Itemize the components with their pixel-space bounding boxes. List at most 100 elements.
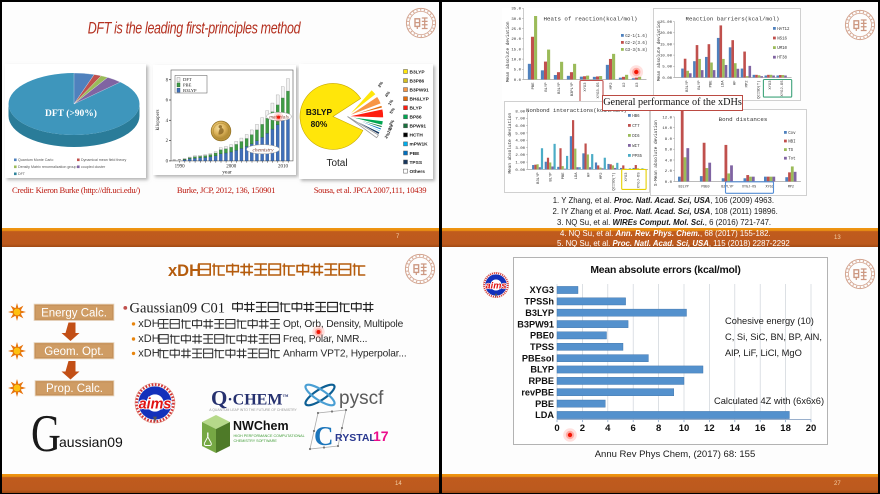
- svg-text:B3PW91: B3PW91: [517, 319, 554, 329]
- svg-text:XYG3: XYG3: [584, 82, 588, 92]
- svg-text:Quantum Monte Carlo: Quantum Monte Carlo: [18, 158, 53, 162]
- svg-text:MP2: MP2: [600, 172, 604, 180]
- svg-text:5%: 5%: [388, 107, 396, 115]
- svg-text:6.00: 6.00: [515, 125, 525, 129]
- svg-text:3.00: 3.00: [515, 147, 525, 151]
- svg-text:aims: aims: [486, 281, 507, 291]
- svg-text:DFT: DFT: [183, 77, 192, 82]
- svg-text:B3PLYP: B3PLYP: [571, 82, 575, 96]
- svg-text:BLYP: BLYP: [530, 365, 554, 375]
- svg-text:6: 6: [631, 423, 636, 434]
- svg-text:B3LYP: B3LYP: [679, 186, 689, 190]
- svg-text:HF: HF: [734, 80, 738, 85]
- svg-text:2.0: 2.0: [665, 170, 673, 174]
- svg-text:B3LYP: B3LYP: [686, 80, 690, 92]
- svg-text:mPW1K: mPW1K: [410, 142, 429, 148]
- svg-text:Bond distances: Bond distances: [719, 116, 768, 123]
- svg-text:xDH: xDH: [168, 262, 201, 280]
- svg-text:G2-1(1.6): G2-1(1.6): [625, 34, 647, 39]
- svg-text:HIGH PERFORMANCE COMPUTATIONAL: HIGH PERFORMANCE COMPUTATIONAL: [234, 434, 305, 438]
- svg-text:PBEsol: PBEsol: [522, 353, 554, 363]
- svg-text:30.0: 30.0: [511, 18, 521, 22]
- svg-text:4.00: 4.00: [515, 140, 525, 144]
- svg-text:0.0: 0.0: [665, 181, 673, 185]
- svg-text:BPW91: BPW91: [410, 124, 427, 130]
- svg-text:8.00: 8.00: [515, 110, 525, 114]
- svg-text:1.00: 1.00: [515, 162, 525, 166]
- svg-text:XYGJ-OS: XYGJ-OS: [638, 172, 642, 189]
- svg-text:HCTH: HCTH: [410, 133, 424, 139]
- svg-text:1%: 1%: [387, 98, 395, 106]
- svg-text:XYG3: XYG3: [769, 80, 773, 90]
- svg-text:NWChem: NWChem: [233, 419, 289, 433]
- svg-text:6.0: 6.0: [665, 149, 673, 153]
- svg-text:G: G: [31, 405, 61, 463]
- svg-text:PBE: PBE: [532, 82, 536, 90]
- svg-text:PBE: PBE: [535, 399, 554, 409]
- svg-text:0: 0: [166, 160, 169, 165]
- svg-text:Mean absolute deviation: Mean absolute deviation: [657, 20, 662, 81]
- svg-text:4%: 4%: [384, 90, 392, 98]
- svg-text:B3LYP: B3LYP: [183, 88, 197, 93]
- svg-text:BLYP: BLYP: [698, 80, 702, 90]
- svg-text:20.0: 20.0: [511, 38, 521, 42]
- svg-text:MP2: MP2: [788, 186, 794, 190]
- svg-text:4: 4: [166, 119, 169, 124]
- svg-text:HF: HF: [587, 172, 591, 177]
- svg-text:PBE: PBE: [710, 80, 714, 88]
- svg-text:6: 6: [166, 99, 169, 104]
- svg-text:B3PW91: B3PW91: [410, 87, 430, 93]
- svg-text:Tot: Tot: [788, 158, 796, 162]
- svg-text:20: 20: [806, 423, 817, 434]
- svg-text:2%: 2%: [377, 80, 385, 88]
- svg-text:1990: 1990: [175, 165, 186, 170]
- svg-text:4: 4: [605, 423, 611, 434]
- svg-text:B3LYP: B3LYP: [537, 172, 541, 184]
- svg-text:B3LYP: B3LYP: [525, 308, 554, 318]
- svg-text:35.0: 35.0: [511, 8, 521, 12]
- svg-text:C: C: [314, 421, 334, 451]
- svg-text:DFT: DFT: [18, 172, 26, 176]
- svg-text:QCISD(T): QCISD(T): [611, 172, 616, 190]
- svg-text:2.00: 2.00: [515, 154, 525, 158]
- svg-text:10.0: 10.0: [662, 127, 672, 131]
- svg-text:XYG3: XYG3: [529, 285, 554, 295]
- svg-text:Others: Others: [410, 169, 426, 175]
- svg-text:MP2: MP2: [745, 80, 749, 88]
- svg-text:14: 14: [730, 423, 741, 434]
- svg-text:xDH: xDH: [138, 318, 159, 330]
- svg-text:S-Mean absolute deviation: S-Mean absolute deviation: [654, 120, 659, 186]
- svg-text:B3LYP: B3LYP: [558, 82, 562, 94]
- svg-text:aussian09: aussian09: [59, 434, 123, 450]
- svg-text:aims: aims: [139, 397, 172, 413]
- svg-text:Mean absolute deviation: Mean absolute deviation: [508, 113, 513, 174]
- svg-text:XYG3: XYG3: [766, 186, 774, 190]
- svg-text:TPSS: TPSS: [530, 342, 554, 352]
- svg-text:TPSSh: TPSSh: [524, 297, 554, 307]
- svg-text:QCISD(T): QCISD(T): [756, 81, 761, 99]
- svg-text:XYGJ-OS: XYGJ-OS: [742, 186, 756, 190]
- svg-text:10.00: 10.00: [660, 55, 673, 59]
- svg-text:Dynamical mean field theory: Dynamical mean field theory: [81, 158, 127, 162]
- svg-text:5.0: 5.0: [514, 69, 522, 73]
- svg-text:Prop. Calc.: Prop. Calc.: [46, 383, 103, 395]
- svg-text:G3-3(5.8): G3-3(5.8): [625, 48, 647, 53]
- svg-text:HB6: HB6: [632, 115, 640, 119]
- svg-text:Energy Calc.: Energy Calc.: [41, 307, 107, 319]
- svg-text:8.0: 8.0: [665, 138, 673, 142]
- svg-text:Cov: Cov: [788, 132, 796, 136]
- svg-text:Density Matrix renormalization: Density Matrix renormalization group: [18, 165, 77, 169]
- svg-text:15.0: 15.0: [511, 48, 521, 52]
- svg-text:NS16: NS16: [777, 37, 787, 41]
- svg-text:xDH: xDH: [138, 333, 159, 345]
- svg-text:2000: 2000: [226, 165, 237, 170]
- svg-text:25.00: 25.00: [660, 21, 673, 25]
- svg-text:10: 10: [679, 423, 690, 434]
- svg-text:15.00: 15.00: [660, 43, 673, 47]
- svg-text:3%: 3%: [388, 119, 396, 127]
- svg-text:BLYP: BLYP: [410, 106, 423, 112]
- svg-text:revPBE: revPBE: [521, 387, 554, 397]
- svg-text:8: 8: [656, 423, 661, 434]
- svg-text:1%: 1%: [387, 123, 395, 131]
- svg-text:0: 0: [554, 423, 559, 434]
